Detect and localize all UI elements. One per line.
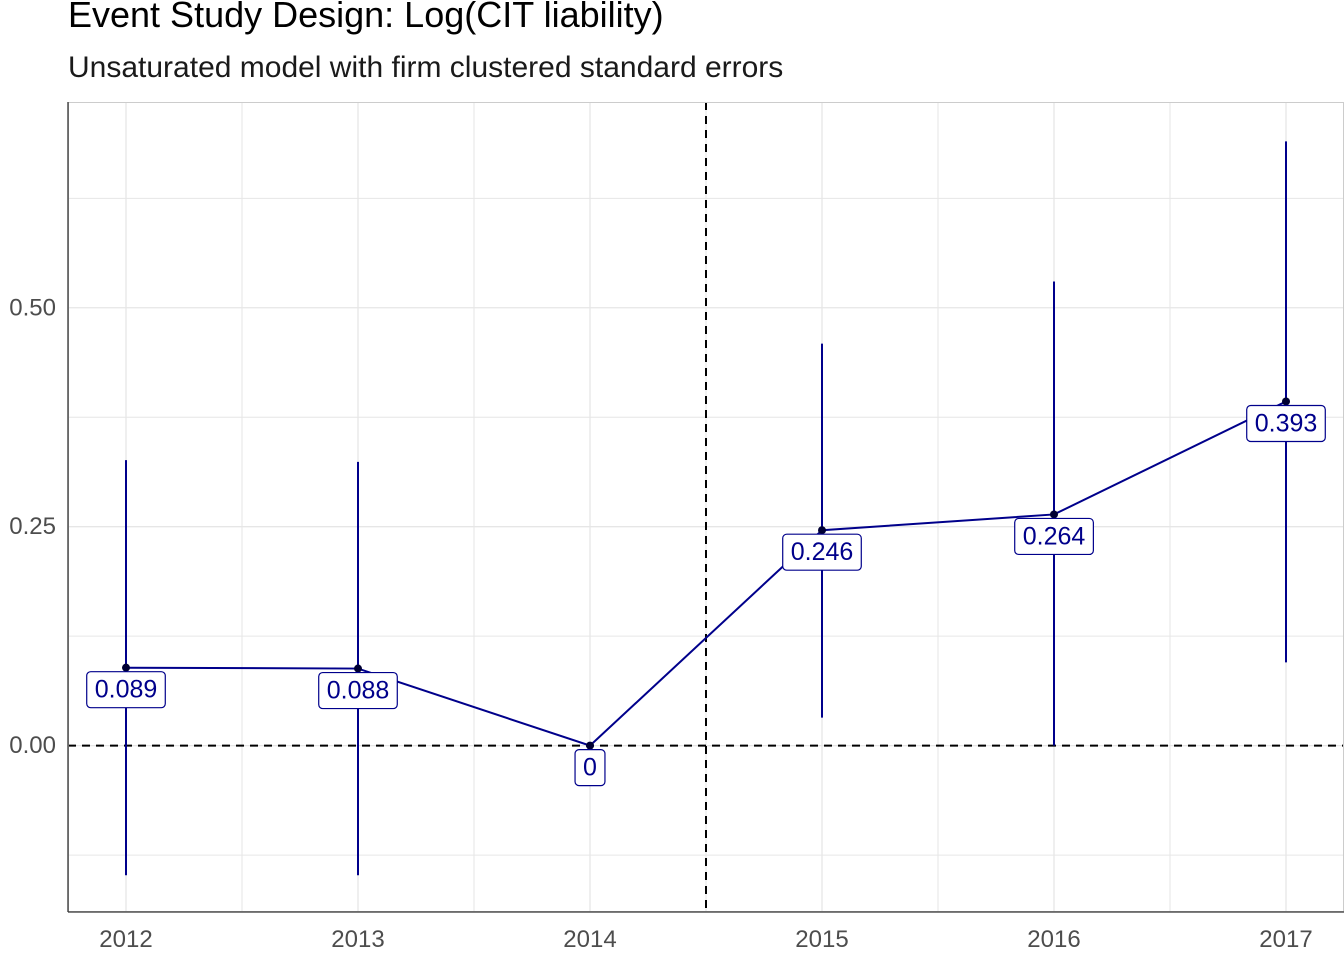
data-label-text: 0 — [583, 754, 597, 782]
series-line — [125, 400, 1287, 747]
y-tick-label: 0.00 — [9, 732, 56, 759]
x-tick-label: 2016 — [1027, 926, 1080, 953]
data-point — [1050, 510, 1058, 519]
data-label-text: 0.089 — [95, 676, 158, 704]
data-label-text: 0.264 — [1023, 522, 1086, 550]
x-tick-label: 2013 — [331, 926, 384, 953]
data-label: 0.264 — [1014, 517, 1094, 556]
data-point — [354, 664, 362, 673]
x-tick-label: 2017 — [1259, 926, 1312, 953]
data-label-text: 0.088 — [327, 677, 390, 705]
axes: 0.00 0.25 0.50 2012 2013 2014 2015 2016 2017 — [9, 102, 1344, 953]
data-label-box — [782, 533, 862, 571]
x-tick-label: 2015 — [795, 926, 848, 953]
chart-subtitle: Unsaturated model with firm clustered st… — [68, 51, 784, 84]
data-label: 0.088 — [318, 671, 398, 710]
data-label-box — [86, 671, 166, 709]
data-label-text: 0.393 — [1255, 409, 1318, 437]
data-points — [122, 397, 1290, 750]
y-tick-label: 0.25 — [9, 513, 56, 540]
data-label-box — [1014, 517, 1094, 556]
data-point — [122, 663, 130, 672]
data-label-box — [574, 749, 606, 787]
chart-title: Event Study Design: Log(CIT liability) — [68, 0, 664, 35]
data-label: 0 — [574, 749, 606, 787]
x-tick-label: 2014 — [563, 926, 616, 953]
data-label-box — [318, 671, 398, 710]
data-point — [586, 741, 594, 750]
data-label: 0.393 — [1246, 404, 1326, 443]
data-point — [1282, 397, 1290, 406]
data-label-text: 0.246 — [791, 538, 854, 566]
data-label-box — [1246, 404, 1326, 443]
data-label: 0.246 — [782, 533, 862, 571]
reference-lines — [68, 102, 1344, 912]
series-line-group — [125, 400, 1287, 747]
data-labels: 0.089 0.088 0 0.246 0.264 0.393 — [86, 404, 1326, 787]
y-tick-label: 0.50 — [9, 294, 56, 321]
data-label: 0.089 — [86, 671, 166, 709]
data-point — [818, 526, 826, 535]
x-tick-label: 2012 — [99, 926, 152, 953]
